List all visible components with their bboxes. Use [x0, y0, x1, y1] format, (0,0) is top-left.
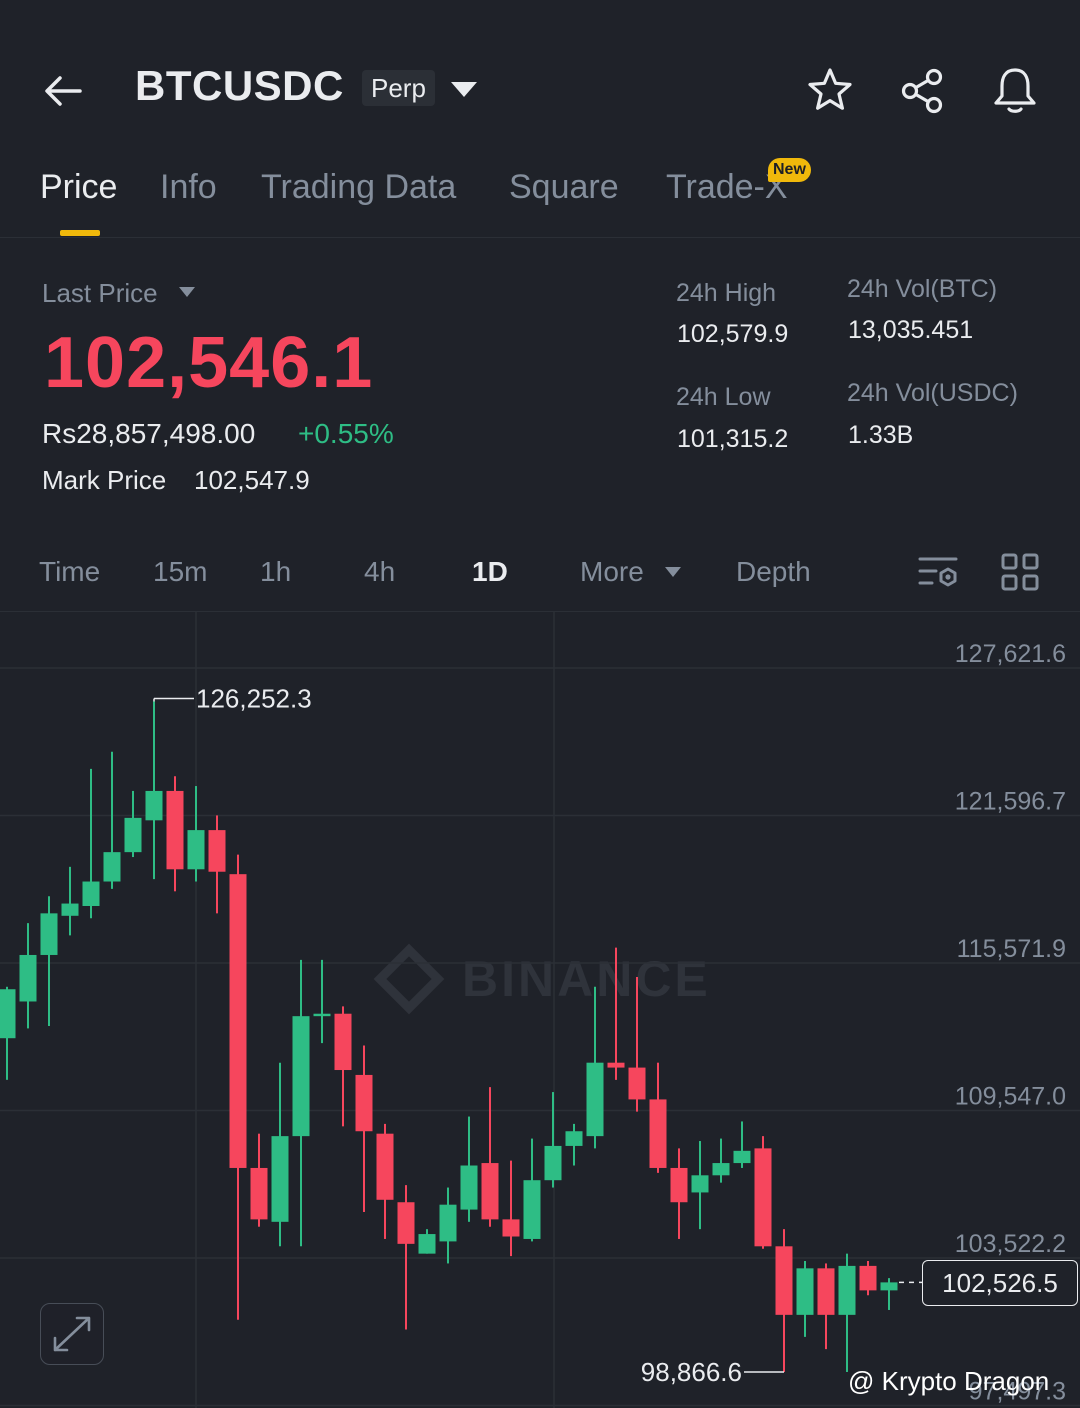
candle	[733, 1150, 751, 1164]
low-24h-value: 101,315.2	[677, 425, 789, 453]
expand-chart-button[interactable]	[40, 1303, 104, 1365]
grid-layout-icon[interactable]	[1000, 552, 1040, 592]
mark-price-value: 102,547.9	[194, 465, 310, 495]
candle	[628, 1067, 646, 1100]
candle	[670, 1167, 688, 1203]
candle	[292, 1016, 310, 1137]
y-axis-label: 97,497.3	[969, 1378, 1066, 1406]
bell-icon[interactable]	[990, 64, 1040, 116]
candle	[817, 1268, 835, 1315]
y-axis-label: 121,596.7	[955, 788, 1066, 816]
low-annotation-label: 98,866.6	[641, 1357, 742, 1387]
candle	[712, 1163, 730, 1176]
candle	[460, 1165, 478, 1210]
chevron-down-icon[interactable]	[448, 76, 480, 102]
candle	[313, 1013, 331, 1017]
candle	[649, 1099, 667, 1168]
candle	[481, 1163, 499, 1220]
y-axis-label: 127,621.6	[955, 640, 1066, 668]
candle	[208, 830, 226, 872]
last-price-selector[interactable]: Last Price	[42, 278, 158, 308]
y-axis-label: 109,547.0	[955, 1083, 1066, 1111]
interval-divider	[0, 611, 1080, 612]
vol-usdc-label: 24h Vol(USDC)	[847, 379, 1018, 407]
caret-down-icon[interactable]	[178, 286, 196, 298]
symbol-title[interactable]: BTCUSDC	[135, 62, 344, 109]
candle	[880, 1282, 898, 1291]
tab-price[interactable]: Price	[40, 168, 118, 206]
high-24h-label: 24h High	[676, 279, 777, 307]
candle	[187, 830, 205, 870]
candle	[355, 1074, 373, 1132]
candle	[61, 903, 79, 916]
interval-1h[interactable]: 1h	[260, 556, 292, 587]
binance-watermark: BINANCE	[373, 943, 711, 1015]
candle	[103, 852, 121, 882]
candle	[418, 1234, 436, 1254]
candle	[82, 881, 100, 907]
interval-depth[interactable]: Depth	[736, 556, 811, 587]
share-icon[interactable]	[898, 66, 948, 116]
interval-time[interactable]: Time	[39, 556, 101, 587]
candle	[250, 1167, 268, 1220]
candle	[838, 1265, 856, 1315]
candle	[334, 1013, 352, 1071]
price-change-percent: +0.55%	[298, 418, 394, 449]
candle	[376, 1133, 394, 1200]
candle	[0, 989, 16, 1039]
candle	[859, 1265, 877, 1291]
tab-info[interactable]: Info	[160, 168, 217, 206]
vol-usdc-value: 1.33B	[848, 421, 914, 449]
interval-4h[interactable]: 4h	[364, 556, 396, 587]
tab-trade-x[interactable]: Trade-X	[666, 168, 788, 206]
back-arrow-icon[interactable]	[40, 66, 90, 116]
high-24h-value: 102,579.9	[677, 320, 789, 348]
candle	[586, 1062, 604, 1137]
vol-btc-value: 13,035.451	[848, 316, 974, 344]
y-axis-label: 115,571.9	[957, 935, 1066, 963]
candle	[229, 874, 247, 1168]
star-icon[interactable]	[806, 66, 854, 114]
candle	[796, 1268, 814, 1315]
last-price-value: 102,546.1	[44, 323, 374, 403]
candle	[439, 1204, 457, 1242]
interval-15m[interactable]: 15m	[153, 556, 208, 587]
new-badge: New	[768, 158, 811, 182]
tabs-divider	[0, 237, 1080, 238]
credit-watermark: @ Krypto Dragon	[848, 1366, 1050, 1396]
candle	[145, 790, 163, 821]
tab-square[interactable]: Square	[509, 168, 619, 206]
perp-badge: Perp	[362, 70, 435, 106]
caret-down-icon[interactable]	[664, 566, 682, 578]
candle	[19, 954, 37, 1002]
candle	[775, 1246, 793, 1315]
candle	[502, 1219, 520, 1237]
tab-trading-data[interactable]: Trading Data	[261, 168, 457, 206]
candle	[691, 1175, 709, 1193]
candle	[40, 913, 58, 955]
vol-btc-label: 24h Vol(BTC)	[847, 275, 998, 303]
interval-1d[interactable]: 1D	[472, 556, 508, 587]
candle	[523, 1180, 541, 1239]
current-price-marker: 102,526.5	[922, 1260, 1078, 1306]
low-24h-label: 24h Low	[676, 383, 771, 411]
candle	[271, 1136, 289, 1222]
candlestick-chart[interactable]: 126,252.3 98,866.6 127,621.6 121,596.7 115,…	[0, 612, 1080, 1408]
fiat-price: Rs28,857,498.00	[42, 418, 256, 449]
candle	[397, 1202, 415, 1244]
candle	[124, 817, 142, 853]
candle	[607, 1062, 625, 1068]
candle	[544, 1145, 562, 1181]
candle	[166, 790, 184, 870]
mark-price-label: Mark Price	[42, 465, 167, 495]
y-axis-label: 103,522.2	[955, 1230, 1066, 1258]
active-tab-indicator	[60, 230, 100, 236]
candle	[754, 1148, 772, 1247]
candle	[565, 1131, 583, 1146]
high-annotation-label: 126,252.3	[196, 684, 312, 714]
chart-settings-icon[interactable]	[918, 554, 960, 592]
interval-more[interactable]: More	[580, 556, 644, 587]
